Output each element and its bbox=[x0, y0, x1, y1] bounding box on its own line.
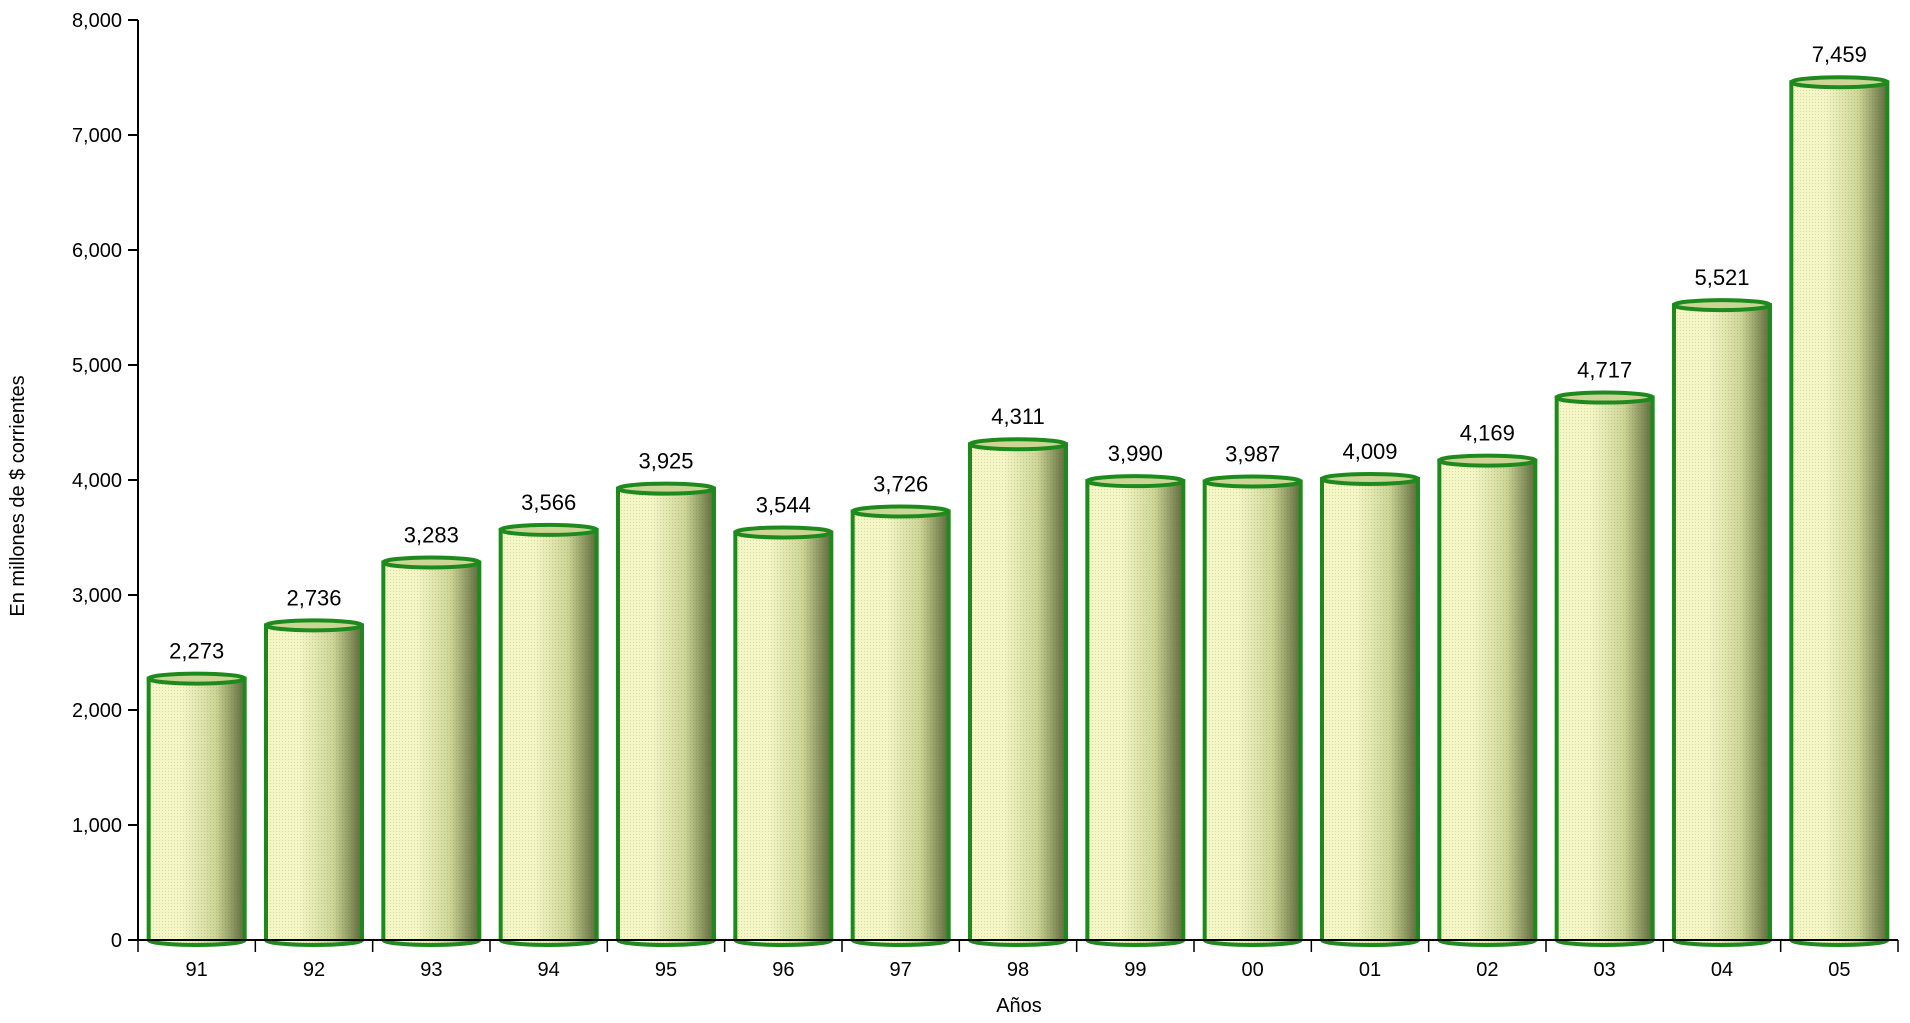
data-label-97: 3,726 bbox=[873, 472, 928, 497]
bar-99: 3,990 bbox=[1085, 441, 1186, 947]
x-tick-label-05: 05 bbox=[1828, 959, 1850, 981]
bar-top-cap bbox=[498, 522, 599, 537]
bar-top-cap bbox=[146, 671, 247, 686]
data-label-96: 3,544 bbox=[756, 492, 811, 517]
bar-texture bbox=[266, 625, 362, 945]
data-label-01: 4,009 bbox=[1342, 439, 1397, 464]
data-label-04: 5,521 bbox=[1694, 265, 1749, 290]
x-tick-label-00: 00 bbox=[1242, 959, 1264, 981]
bar-00: 3,987 bbox=[1202, 441, 1303, 947]
y-tick-label: 7,000 bbox=[72, 125, 122, 147]
bar-top-cap bbox=[1789, 75, 1890, 90]
bar-96: 3,544 bbox=[733, 492, 834, 947]
y-tick-label: 1,000 bbox=[72, 815, 122, 837]
y-tick-label: 6,000 bbox=[72, 240, 122, 262]
bar-texture bbox=[618, 488, 714, 945]
y-tick-label: 8,000 bbox=[72, 10, 122, 32]
data-label-95: 3,925 bbox=[638, 449, 693, 474]
bar-92: 2,736 bbox=[264, 585, 364, 947]
bar-98: 4,311 bbox=[968, 404, 1068, 947]
bar-texture bbox=[1791, 82, 1888, 946]
x-tick-label-91: 91 bbox=[186, 959, 208, 981]
bar-top-cap bbox=[968, 437, 1068, 452]
axes-layer: 0 1,000 2,000 3,000 4,000 5,000 6,000 7,000 8,00… bbox=[72, 10, 1899, 981]
x-tick-label-97: 97 bbox=[890, 959, 912, 981]
x-tick-label-93: 93 bbox=[420, 959, 442, 981]
bar-texture bbox=[852, 511, 949, 945]
bar-texture bbox=[1204, 481, 1301, 945]
bar-top-cap bbox=[1437, 453, 1538, 468]
bar-top-cap bbox=[616, 481, 716, 496]
bars-layer: 2,273 2,736 3,283 3,566 3,925 3,544 3,726 4,311… bbox=[146, 42, 1890, 947]
bar-texture bbox=[970, 444, 1066, 945]
y-tick-label: 4,000 bbox=[72, 470, 122, 492]
x-tick-label-99: 99 bbox=[1124, 959, 1146, 981]
x-tick-label-02: 02 bbox=[1476, 959, 1498, 981]
bar-texture bbox=[735, 532, 832, 945]
bar-top-cap bbox=[850, 504, 951, 519]
bar-02: 4,169 bbox=[1437, 421, 1538, 947]
y-tick-label: 2,000 bbox=[72, 700, 122, 722]
bar-top-cap bbox=[1320, 471, 1420, 486]
data-label-93: 3,283 bbox=[404, 522, 459, 547]
data-label-98: 4,311 bbox=[991, 404, 1044, 429]
bar-top-cap bbox=[381, 555, 482, 570]
bar-94: 3,566 bbox=[498, 490, 599, 947]
y-tick-label: 0 bbox=[111, 930, 122, 952]
data-label-94: 3,566 bbox=[521, 490, 576, 515]
y-tick-label: 3,000 bbox=[72, 585, 122, 607]
bar-top-cap bbox=[1672, 298, 1772, 313]
x-tick-label-04: 04 bbox=[1711, 959, 1733, 981]
bar-top-cap bbox=[1554, 390, 1655, 405]
bar-91: 2,273 bbox=[146, 639, 247, 947]
data-label-02: 4,169 bbox=[1460, 421, 1515, 446]
bar-texture bbox=[383, 562, 480, 945]
y-tick-label: 5,000 bbox=[72, 355, 122, 377]
data-label-99: 3,990 bbox=[1108, 441, 1163, 466]
x-tick-label-96: 96 bbox=[772, 959, 794, 981]
data-label-00: 3,987 bbox=[1225, 441, 1280, 466]
y-axis-title: En millones de $ corrientes bbox=[7, 375, 29, 616]
bar-texture bbox=[1556, 397, 1653, 945]
bar-93: 3,283 bbox=[381, 522, 482, 947]
x-tick-label-03: 03 bbox=[1594, 959, 1616, 981]
x-tick-label-98: 98 bbox=[1007, 959, 1029, 981]
bar-texture bbox=[1439, 460, 1536, 945]
bar-texture bbox=[500, 529, 597, 945]
data-label-05: 7,459 bbox=[1812, 42, 1867, 67]
bar-top-cap bbox=[1202, 474, 1303, 489]
x-tick-label-94: 94 bbox=[538, 959, 560, 981]
bar-05: 7,459 bbox=[1789, 42, 1890, 947]
data-label-03: 4,717 bbox=[1577, 358, 1632, 383]
bar-texture bbox=[1674, 305, 1770, 946]
bar-top-cap bbox=[733, 525, 834, 540]
x-tick-label-92: 92 bbox=[303, 959, 325, 981]
bar-top-cap bbox=[264, 618, 364, 633]
bar-texture bbox=[148, 678, 245, 945]
bar-top-cap bbox=[1085, 474, 1186, 489]
bar-95: 3,925 bbox=[616, 449, 716, 947]
x-tick-label-95: 95 bbox=[655, 959, 677, 981]
x-axis-title: Años bbox=[996, 995, 1042, 1017]
data-label-91: 2,273 bbox=[169, 639, 224, 664]
data-label-92: 2,736 bbox=[286, 585, 341, 610]
bar-texture bbox=[1322, 478, 1418, 945]
bar-97: 3,726 bbox=[850, 472, 951, 947]
bar-04: 5,521 bbox=[1672, 265, 1772, 947]
x-tick-label-01: 01 bbox=[1359, 959, 1381, 981]
bar-01: 4,009 bbox=[1320, 439, 1420, 947]
bar-03: 4,717 bbox=[1554, 358, 1655, 947]
bar-texture bbox=[1087, 481, 1184, 945]
